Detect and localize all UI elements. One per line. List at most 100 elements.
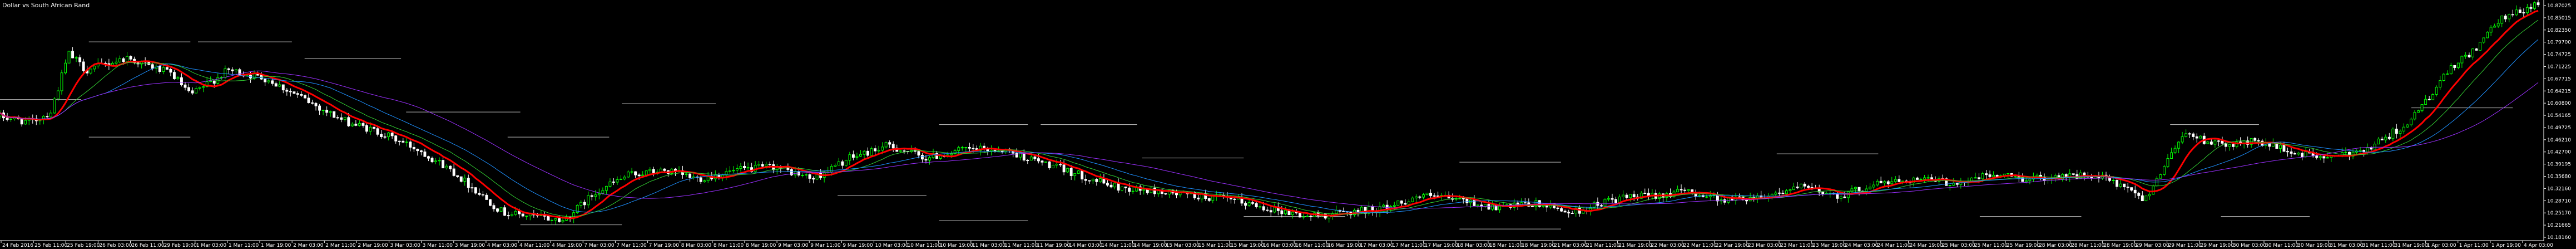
candle-body <box>1055 164 1058 165</box>
candle-body <box>652 169 655 173</box>
time-tick-label: 16 Mar 11:00 <box>1295 243 1329 248</box>
candle-body <box>365 125 368 132</box>
candle-body <box>238 69 241 76</box>
candle-body <box>1262 206 1265 211</box>
time-tick-label: 25 Mar 11:00 <box>1974 243 2008 248</box>
candle-body <box>496 208 499 212</box>
candle-body <box>1491 204 1494 210</box>
time-tick-label: 8 Mar 03:00 <box>681 243 712 248</box>
candle-body <box>195 88 198 94</box>
price-tick-label: 10.35680 <box>2547 174 2571 180</box>
price-tick-label: 10.74725 <box>2547 52 2571 58</box>
candle-body <box>2417 110 2420 113</box>
candle-body <box>82 61 85 71</box>
candle-body <box>728 170 731 172</box>
candle-body <box>1643 193 1647 194</box>
candle-body <box>1785 190 1788 194</box>
candle-body <box>1131 191 1135 192</box>
candle-body <box>129 56 132 60</box>
candle-body <box>2007 173 2010 174</box>
candle-body <box>2126 187 2129 188</box>
time-tick-label: 29 Mar 03:00 <box>2136 243 2169 248</box>
candle-body <box>870 148 873 156</box>
ma-line-3 <box>0 39 2539 213</box>
candle-body <box>1117 183 1120 191</box>
candle-body <box>2148 194 2151 197</box>
candle-body <box>350 124 354 126</box>
candle-body <box>2177 141 2181 149</box>
candle-body <box>1368 206 1371 214</box>
candle-body <box>1992 174 1995 177</box>
time-tick-label: 11 Mar 11:00 <box>1004 243 1038 248</box>
candle-body <box>2315 155 2319 158</box>
candle-body <box>1774 192 1777 195</box>
candle-body <box>1211 196 1215 201</box>
candle-body <box>227 68 230 70</box>
candle-body <box>1073 173 1077 176</box>
price-tick-label: 10.85015 <box>2547 16 2571 21</box>
candle-body <box>2395 129 2398 134</box>
candle-body <box>1886 181 1890 184</box>
time-tick-label: 30 Mar 19:00 <box>2297 243 2331 248</box>
candle-body <box>2529 7 2533 9</box>
candle-body <box>474 187 477 194</box>
candle-body <box>1781 193 1785 194</box>
candle-body <box>46 116 49 118</box>
candle-body <box>1266 209 1269 211</box>
time-tick-label: 18 Mar 03:00 <box>1457 243 1490 248</box>
candle-body <box>2435 86 2438 95</box>
time-tick-label: 10 Mar 11:00 <box>908 243 941 248</box>
candle-body <box>2508 14 2511 19</box>
candle-body <box>2024 180 2028 182</box>
candle-body <box>1879 180 1883 184</box>
price-tick-labels: 10.87025 10.85015 10.82350 10.79700 10.74725… <box>2544 3 2571 241</box>
candle-body <box>1091 179 1094 182</box>
candle-body <box>1404 203 1407 205</box>
candle-body <box>968 147 971 149</box>
candle-body <box>499 207 503 212</box>
candle-body <box>1142 189 1146 191</box>
candle-body <box>812 178 815 180</box>
time-tick-label: 28 Mar 03:00 <box>2039 243 2072 248</box>
time-tick-label: 7 Mar 03:00 <box>584 243 615 248</box>
candle-body <box>1901 180 1904 182</box>
candle-body <box>521 213 524 217</box>
candle-body <box>735 168 739 170</box>
candle-body <box>151 64 154 69</box>
candle-body <box>405 141 408 143</box>
candle-body <box>594 194 597 197</box>
candle-body <box>380 134 383 137</box>
ma-line-4 <box>0 70 2539 209</box>
candle-body <box>191 90 194 94</box>
candle-body <box>2173 148 2177 153</box>
price-tick-label: 10.49725 <box>2547 125 2571 131</box>
candle-body <box>1603 199 1607 207</box>
candle-body <box>1411 197 1414 202</box>
candle-body <box>1978 177 1980 179</box>
candle-body <box>899 150 902 152</box>
candle-body <box>281 84 285 91</box>
candle-body <box>1647 193 1650 196</box>
candle-body <box>2123 183 2126 188</box>
candle-body <box>641 174 645 177</box>
time-tick-label: 2 Mar 11:00 <box>325 243 356 248</box>
time-tick-label: 25 Feb 11:00 <box>34 243 67 248</box>
candle-body <box>2456 62 2460 68</box>
candle-body <box>990 150 993 152</box>
candle-body <box>551 219 553 221</box>
candle-body <box>2253 138 2257 141</box>
candle-body <box>2439 80 2442 87</box>
candle-body <box>1948 185 1951 187</box>
candle-body <box>1803 183 1806 187</box>
candle-body <box>416 149 419 152</box>
candle-body <box>274 83 278 87</box>
candle-body <box>126 56 128 62</box>
price-tick-label: 10.18160 <box>2547 235 2571 241</box>
chart-axes <box>0 0 2544 241</box>
candle-body <box>2228 144 2231 147</box>
candle-body <box>1981 173 1984 179</box>
candle-body <box>2061 174 2064 179</box>
candle-body <box>1708 195 1712 197</box>
candle-body <box>2373 144 2376 150</box>
